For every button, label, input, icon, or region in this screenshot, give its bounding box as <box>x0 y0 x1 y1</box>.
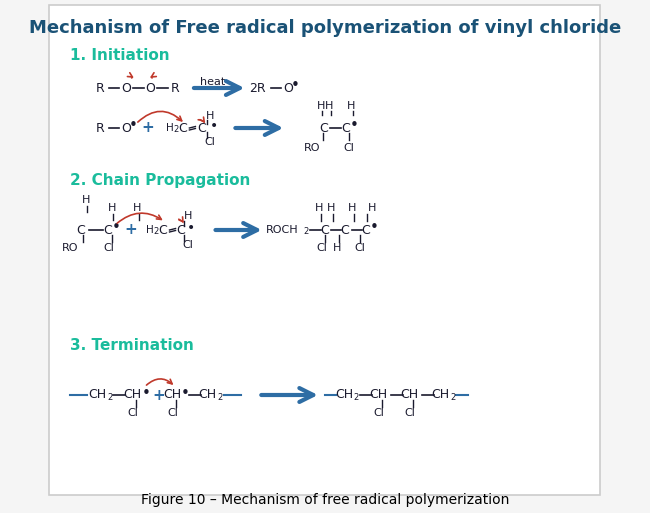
Text: Mechanism of Free radical polymerization of vinyl chloride: Mechanism of Free radical polymerization… <box>29 19 621 37</box>
Text: Cl: Cl <box>205 137 216 147</box>
Text: H: H <box>133 203 142 213</box>
Text: C: C <box>341 224 349 236</box>
Text: Cl: Cl <box>354 243 365 253</box>
Text: Cl: Cl <box>168 408 178 418</box>
Text: H: H <box>369 203 377 213</box>
Text: ROCH: ROCH <box>265 225 298 235</box>
Text: H: H <box>333 243 341 253</box>
Text: •: • <box>112 221 120 235</box>
Text: C: C <box>197 122 206 134</box>
Text: H: H <box>206 111 215 121</box>
Text: 2: 2 <box>354 392 359 402</box>
Text: •: • <box>370 221 379 235</box>
Text: Figure 10 – Mechanism of free radical polymerization: Figure 10 – Mechanism of free radical po… <box>141 493 509 507</box>
Text: H: H <box>327 203 335 213</box>
Text: •: • <box>291 78 299 93</box>
Text: •: • <box>129 119 138 133</box>
Text: CH: CH <box>89 388 107 402</box>
Text: Cl: Cl <box>103 243 114 253</box>
Text: C: C <box>178 122 187 134</box>
Text: H: H <box>315 203 323 213</box>
Text: H: H <box>348 203 356 213</box>
Text: 2: 2 <box>173 126 178 134</box>
Text: C: C <box>319 122 328 134</box>
Text: 2: 2 <box>217 392 222 402</box>
Text: heat: heat <box>200 77 226 87</box>
Text: •: • <box>181 385 190 401</box>
Text: Cl: Cl <box>344 143 355 153</box>
Text: Cl: Cl <box>404 408 415 418</box>
Text: +: + <box>124 223 137 238</box>
Text: RO: RO <box>62 243 79 253</box>
Text: O: O <box>122 122 131 134</box>
Text: •: • <box>350 119 359 133</box>
Text: R: R <box>96 82 105 94</box>
Text: H: H <box>107 203 116 213</box>
Text: O: O <box>146 82 155 94</box>
FancyBboxPatch shape <box>49 5 600 495</box>
Text: O: O <box>122 82 131 94</box>
Text: H: H <box>183 211 192 221</box>
Text: H: H <box>166 123 174 133</box>
Text: H: H <box>346 101 355 111</box>
Text: 2: 2 <box>153 227 159 236</box>
Text: O: O <box>283 82 292 94</box>
Text: C: C <box>76 224 85 236</box>
Text: R: R <box>170 82 179 94</box>
Text: CH: CH <box>198 388 216 402</box>
Text: Cl: Cl <box>127 408 138 418</box>
Text: Cl: Cl <box>182 240 193 250</box>
Text: C: C <box>361 224 370 236</box>
Text: 2: 2 <box>450 392 456 402</box>
Text: H: H <box>317 101 325 111</box>
Text: CH: CH <box>432 388 450 402</box>
Text: CH: CH <box>163 388 181 402</box>
Text: RO: RO <box>304 143 320 153</box>
Text: +: + <box>142 121 154 135</box>
Text: Cl: Cl <box>316 243 327 253</box>
Text: 2R: 2R <box>250 82 266 94</box>
Text: H: H <box>325 101 333 111</box>
Text: 2: 2 <box>107 392 112 402</box>
Text: •: • <box>142 385 151 401</box>
Text: CH: CH <box>335 388 353 402</box>
Text: CH: CH <box>400 388 419 402</box>
Text: 2. Chain Propagation: 2. Chain Propagation <box>70 172 250 187</box>
Text: 3. Termination: 3. Termination <box>70 338 194 352</box>
Text: CH: CH <box>124 388 142 402</box>
Text: 1. Initiation: 1. Initiation <box>70 48 170 63</box>
Text: C: C <box>158 224 167 236</box>
Text: Cl: Cl <box>373 408 384 418</box>
Text: CH: CH <box>369 388 387 402</box>
Text: +: + <box>153 387 166 403</box>
Text: R: R <box>96 122 105 134</box>
Text: C: C <box>320 224 328 236</box>
Text: •: • <box>211 119 218 133</box>
Text: C: C <box>176 224 185 236</box>
Text: 2: 2 <box>304 227 309 236</box>
Text: H: H <box>81 195 90 205</box>
Text: H: H <box>146 225 153 235</box>
Text: C: C <box>341 122 350 134</box>
Text: •: • <box>187 221 195 235</box>
Text: C: C <box>103 224 112 236</box>
